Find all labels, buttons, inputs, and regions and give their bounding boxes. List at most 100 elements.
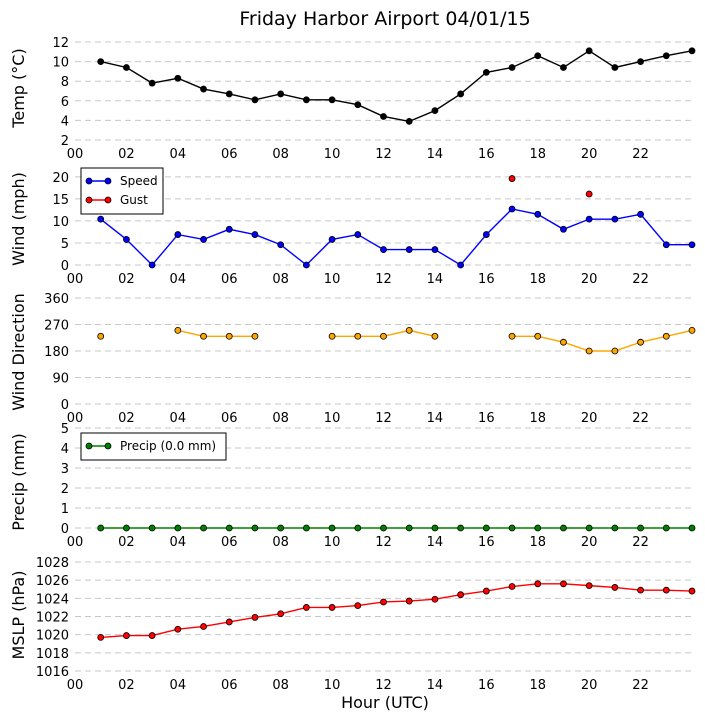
data-point (225, 225, 233, 233)
data-point (302, 604, 310, 611)
y-tick-label: 270 (44, 319, 69, 334)
y-tick-label: 5 (61, 237, 69, 252)
y-tick-label: 15 (52, 193, 69, 208)
series-line (100, 208, 692, 267)
x-tick-label: 20 (581, 147, 598, 162)
y-tick-label: 5 (61, 422, 69, 437)
x-tick-label: 16 (478, 411, 495, 426)
data-point (302, 96, 310, 104)
data-point (662, 332, 670, 340)
x-tick-label: 08 (272, 272, 289, 287)
data-point (508, 205, 516, 213)
x-tick-label: 16 (478, 272, 495, 287)
data-point (662, 241, 670, 249)
x-tick-label: 18 (529, 535, 546, 550)
data-point (534, 580, 542, 588)
data-point (405, 326, 413, 334)
x-tick-label: 02 (118, 272, 135, 287)
x-tick-label: 20 (581, 411, 598, 426)
data-point (174, 231, 182, 238)
data-point (251, 614, 259, 621)
y-axis-label-mslp: MSLP (hPa) (9, 571, 28, 660)
data-point (585, 190, 593, 198)
data-point (251, 231, 259, 238)
x-tick-label: 18 (529, 678, 546, 693)
y-tick-label: 1026 (36, 574, 69, 589)
x-tick-label: 06 (221, 272, 238, 287)
data-point (225, 90, 233, 98)
x-tick-label: 06 (221, 411, 238, 426)
legend-marker (104, 196, 112, 204)
data-point (200, 623, 207, 630)
data-point (174, 326, 182, 334)
data-point (380, 524, 387, 532)
data-point (97, 215, 105, 223)
data-point (328, 524, 336, 532)
x-tick-label: 20 (581, 535, 598, 550)
legend-wind: Speed Gust (80, 167, 164, 215)
data-point (251, 96, 259, 104)
data-point (97, 524, 105, 532)
x-tick-label: 22 (632, 147, 649, 162)
data-point (457, 261, 465, 269)
y-axis-label-temp: Temp (°C) (9, 48, 28, 128)
data-point (585, 215, 593, 223)
data-point (560, 524, 567, 532)
x-tick-label: 04 (170, 535, 187, 550)
data-point (688, 524, 696, 532)
data-point (328, 332, 336, 340)
data-point (534, 210, 542, 218)
y-tick-label: 1018 (36, 647, 69, 662)
data-point (585, 582, 593, 590)
x-tick-label: 16 (478, 535, 495, 550)
legend-marker (85, 442, 93, 450)
data-point (148, 261, 156, 269)
data-point (482, 231, 490, 238)
x-tick-label: 14 (427, 678, 444, 693)
data-point (688, 326, 696, 334)
legend-box (80, 167, 164, 215)
x-tick-label: 08 (272, 535, 289, 550)
x-tick-label: 20 (581, 272, 598, 287)
y-tick-label: 1020 (36, 629, 69, 644)
data-point (405, 117, 413, 125)
y-axis-label-wdir: Wind Direction (9, 293, 28, 411)
x-tick-label: 12 (375, 411, 392, 426)
data-point (200, 524, 207, 532)
x-tick-label: 12 (375, 535, 392, 550)
data-point (688, 241, 696, 249)
y-tick-label: 4 (61, 442, 69, 457)
data-point (123, 632, 130, 639)
y-tick-label: 4 (61, 114, 69, 129)
chart-title: Friday Harbor Airport 04/01/15 (239, 8, 530, 30)
y-tick-label: 1 (61, 502, 69, 517)
y-tick-label: 180 (44, 345, 69, 360)
x-tick-label: 14 (427, 411, 444, 426)
data-point (200, 332, 207, 340)
data-point (688, 587, 696, 595)
data-point (508, 332, 516, 340)
x-tick-label: 22 (632, 535, 649, 550)
data-point (97, 332, 105, 340)
data-point (225, 524, 233, 532)
y-tick-label: 10 (52, 215, 69, 230)
x-tick-label: 10 (324, 678, 341, 693)
y-tick-label: 90 (52, 372, 69, 387)
legend-label: Gust (120, 193, 148, 207)
data-point (405, 246, 413, 253)
series-line (512, 329, 693, 352)
y-tick-label: 1016 (36, 665, 69, 680)
data-point (585, 347, 593, 355)
data-point (277, 524, 285, 532)
data-point (200, 85, 207, 93)
data-point (560, 580, 567, 588)
y-axis-label-precip: Precip (mm) (9, 433, 28, 531)
x-tick-label: 14 (427, 272, 444, 287)
data-point (482, 68, 490, 76)
x-tick-label: 16 (478, 678, 495, 693)
y-tick-label: 12 (52, 36, 69, 51)
data-point (380, 332, 387, 340)
data-point (637, 58, 644, 65)
data-point (431, 107, 439, 114)
